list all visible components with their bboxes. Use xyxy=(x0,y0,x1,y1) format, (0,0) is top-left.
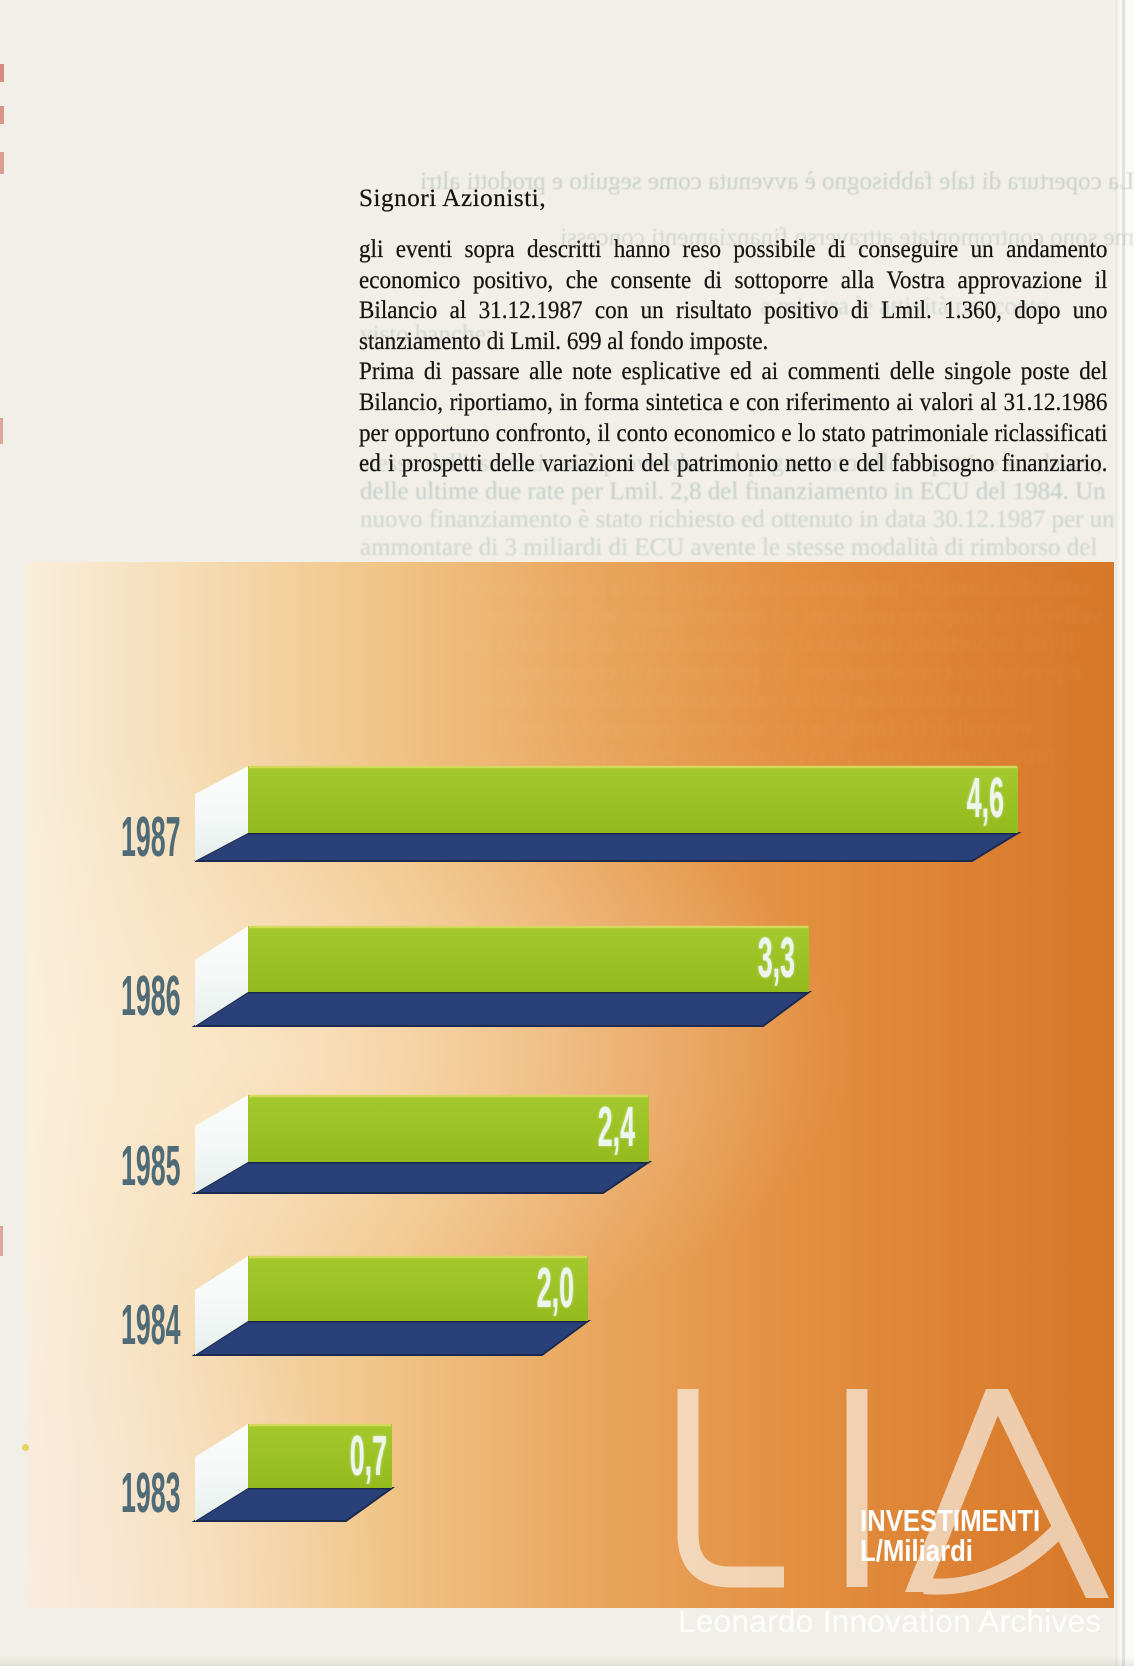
svg-text:1984: 1984 xyxy=(121,1294,181,1357)
svg-text:4,6: 4,6 xyxy=(967,767,1004,830)
svg-text:1986: 1986 xyxy=(121,965,181,1028)
svg-text:1987: 1987 xyxy=(121,806,181,869)
svg-text:1985: 1985 xyxy=(121,1135,181,1198)
svg-text:3,3: 3,3 xyxy=(758,927,795,990)
svg-text:2,4: 2,4 xyxy=(598,1096,635,1159)
svg-text:0,7: 0,7 xyxy=(350,1425,387,1488)
svg-text:1983: 1983 xyxy=(121,1462,181,1525)
svg-text:2,0: 2,0 xyxy=(537,1257,574,1320)
